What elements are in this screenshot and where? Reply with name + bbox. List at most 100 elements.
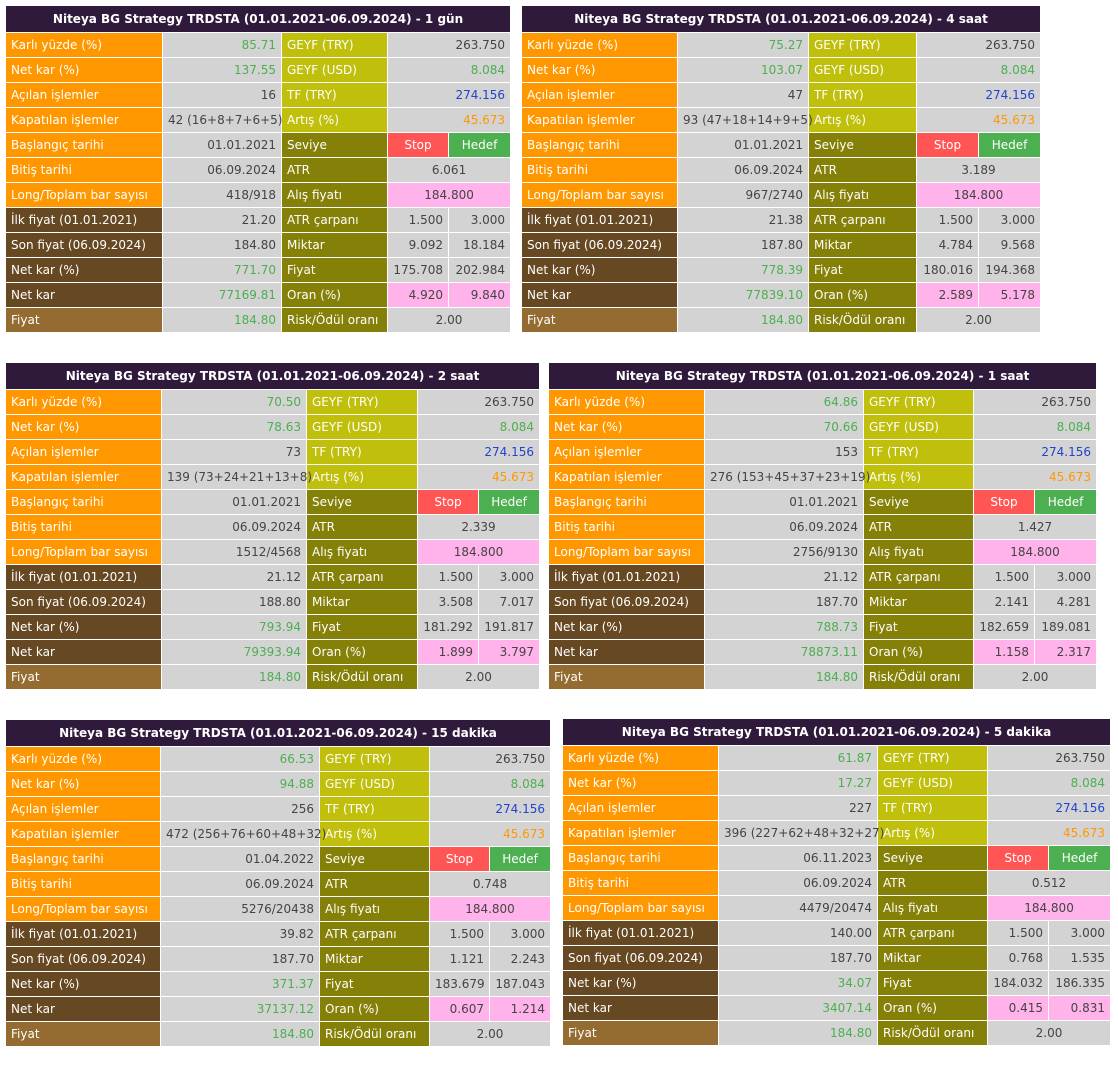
row-label-right: Oran (%) [863,639,974,665]
row-value: 187.70 [718,945,878,971]
row-value-right: 274.156 [428,796,552,822]
row-value: 1512/4568 [161,539,307,565]
row-value-right: 189.081 [1033,614,1098,640]
row-value-right: 184.800 [915,182,1042,208]
row-value: 16 [162,82,282,108]
table-row: Bitiş tarihi 06.09.2024 ATR 3.189 [521,157,1042,183]
row-label: Net kar (%) [5,614,162,640]
row-label-right: Seviye [877,845,988,871]
row-value: 184.80 [677,307,809,333]
row-value-right: 263.750 [386,32,512,58]
hedef-badge: Hedef [488,846,552,872]
row-label-right: Artış (%) [808,107,917,133]
row-value-right: 8.084 [428,771,552,797]
row-value-right: 263.750 [416,389,541,415]
row-label: Net kar [548,639,705,665]
row-label: Fiyat [5,1021,161,1047]
strategy-table: Niteya BG Strategy TRDSTA (01.01.2021-06… [4,5,512,333]
row-value-right: 45.673 [416,464,541,490]
row-value-right: 184.800 [428,896,552,922]
row-value-right: 0.768 [987,945,1049,971]
row-value-right: 191.817 [477,614,541,640]
row-label-right: Seviye [863,489,974,515]
row-value: 3407.14 [718,995,878,1021]
table-row: Son fiyat (06.09.2024) 188.80 Miktar 3.508 7… [5,589,541,615]
row-label-right: ATR [319,871,430,897]
row-value: 77169.81 [162,282,282,308]
row-label: İlk fiyat (01.01.2021) [548,564,705,590]
hedef-badge: Hedef [447,132,512,158]
row-value: 5276/20438 [160,896,320,922]
row-value-right: 8.084 [915,57,1042,83]
row-label-right: ATR çarpanı [863,564,974,590]
table-row: Net kar (%) 788.73 Fiyat 182.659 189.081 [548,614,1098,640]
row-value-right: 1.427 [972,514,1098,540]
row-label: Fiyat [5,664,162,690]
stop-badge: Stop [987,845,1049,871]
row-value-right: 2.141 [973,589,1035,615]
row-label: Başlangıç tarihi [5,132,163,158]
table-row: Açılan işlemler 47 TF (TRY) 274.156 [521,82,1042,108]
row-value: 79393.94 [161,639,307,665]
row-value: 94.88 [160,771,320,797]
row-label: Net kar [5,282,163,308]
stop-badge: Stop [973,489,1035,515]
table-row: Açılan işlemler 73 TF (TRY) 274.156 [5,439,541,465]
table-row: Açılan işlemler 16 TF (TRY) 274.156 [5,82,512,108]
row-value: 184.80 [161,664,307,690]
table-row: Son fiyat (06.09.2024) 187.70 Miktar 0.768 1… [562,945,1112,971]
row-value: 21.12 [704,564,864,590]
row-label: Son fiyat (06.09.2024) [521,232,678,258]
row-value: 34.07 [718,970,878,996]
row-value: 77839.10 [677,282,809,308]
row-label: Long/Toplam bar sayısı [5,539,162,565]
table-row: Net kar 3407.14 Oran (%) 0.415 0.831 [562,995,1112,1021]
row-label-right: TF (TRY) [863,439,974,465]
row-value-right: 2.339 [416,514,541,540]
row-value-right: 274.156 [986,795,1112,821]
table-row: Kapatılan işlemler 93 (47+18+14+9+5) Artış… [521,107,1042,133]
row-value-right: 9.092 [387,232,449,258]
table-row: Net kar 78873.11 Oran (%) 1.158 2.317 [548,639,1098,665]
hedef-badge: Hedef [1033,489,1098,515]
table-row: Karlı yüzde (%) 61.87 GEYF (TRY) 263.750 [562,745,1112,771]
row-value-right: 202.984 [447,257,512,283]
row-value-right: 1.500 [916,207,979,233]
row-label-right: Fiyat [319,971,430,997]
table-title: Niteya BG Strategy TRDSTA (01.01.2021-06… [4,5,512,33]
table-title: Niteya BG Strategy TRDSTA (01.01.2021-06… [4,719,552,747]
row-value-right: 9.840 [447,282,512,308]
row-value-right: 274.156 [972,439,1098,465]
row-label-right: TF (TRY) [877,795,988,821]
row-value: 06.09.2024 [160,871,320,897]
row-label-right: Artış (%) [281,107,388,133]
row-value: 139 (73+24+21+13+8) [161,464,312,490]
row-value: 187.70 [160,946,320,972]
row-value: 42 (16+8+7+6+5) [162,107,282,133]
table-row: Net kar 37137.12 Oran (%) 0.607 1.214 [5,996,552,1022]
table-row: Fiyat 184.80 Risk/Ödül oranı 2.00 [5,1021,552,1047]
row-value-right: 5.178 [977,282,1042,308]
row-value-right: 274.156 [416,439,541,465]
row-label: Net kar [521,282,678,308]
row-value-right: 274.156 [915,82,1042,108]
row-label: Net kar (%) [521,57,678,83]
row-value-right: 184.032 [987,970,1049,996]
row-label: Net kar (%) [5,257,163,283]
row-label: Net kar (%) [5,771,161,797]
row-value-right: 175.708 [387,257,449,283]
table-row: İlk fiyat (01.01.2021) 21.12 ATR çarpanı 1.… [5,564,541,590]
row-label: Net kar (%) [562,770,719,796]
row-value-right: 1.500 [387,207,449,233]
table-row: Bitiş tarihi 06.09.2024 ATR 6.061 [5,157,512,183]
row-label: Kapatılan işlemler [5,107,163,133]
row-value-right: 1.121 [429,946,490,972]
row-value: 396 (227+62+48+32+27) [718,820,884,846]
row-label: Net kar (%) [562,970,719,996]
row-label-right: Risk/Ödül oranı [808,307,917,333]
row-value: 17.27 [718,770,878,796]
row-value: 01.01.2021 [677,132,809,158]
row-label-right: Fiyat [877,970,988,996]
table-row: Karlı yüzde (%) 85.71 GEYF (TRY) 263.750 [5,32,512,58]
table-row: Son fiyat (06.09.2024) 187.70 Miktar 1.121 2… [5,946,552,972]
